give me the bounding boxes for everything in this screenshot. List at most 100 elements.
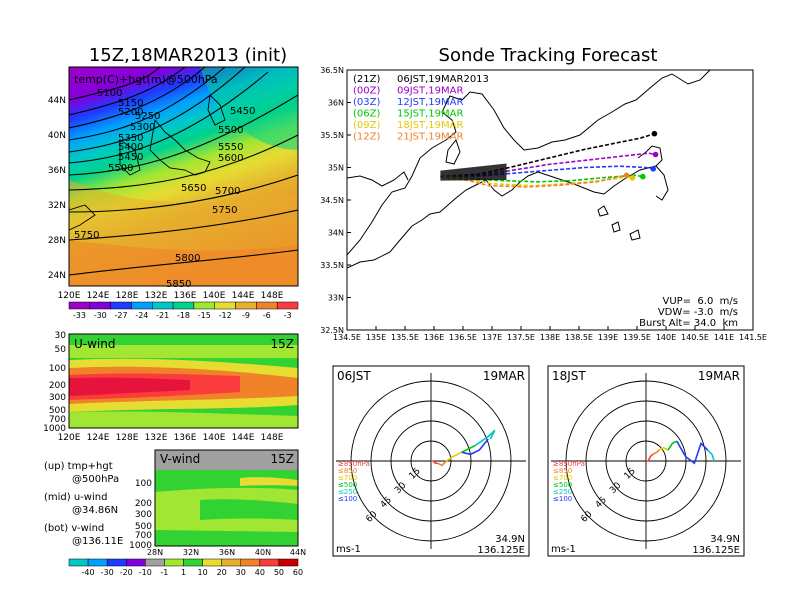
hodo-level-label: ≤250 bbox=[338, 488, 357, 496]
colorbar-label: 10 bbox=[197, 568, 207, 577]
y-tick-label: 33.5N bbox=[320, 261, 344, 270]
contour-label: 5450 bbox=[118, 152, 143, 163]
y-tick: 40N bbox=[48, 131, 66, 141]
hodo-trace bbox=[676, 440, 709, 465]
colorbar-label: -30 bbox=[94, 311, 107, 320]
legend-line: @136.11E bbox=[72, 536, 123, 547]
x-tick: 136E bbox=[174, 433, 197, 443]
colorbar-swatch bbox=[68, 558, 89, 567]
colorbar-swatch bbox=[110, 301, 132, 310]
legend-code: (09Z) bbox=[353, 120, 380, 131]
island-izu-2 bbox=[611, 221, 621, 233]
landing-point bbox=[650, 166, 657, 172]
x-tick: 124E bbox=[87, 433, 110, 443]
x-tick-label: 136.5E bbox=[449, 333, 477, 342]
x-tick-label: 141E bbox=[714, 333, 734, 342]
x-tick-label: 138E bbox=[540, 333, 560, 342]
hodo-level-label: ≤250 bbox=[553, 488, 572, 496]
y-tick: 300 bbox=[135, 510, 152, 520]
colorbar-swatch bbox=[259, 558, 280, 567]
uwind-time: 15Z bbox=[271, 337, 295, 351]
legend-time: 06JST,19MAR2013 bbox=[397, 74, 489, 85]
y-tick: 500 bbox=[49, 406, 66, 416]
x-tick: 40N bbox=[255, 548, 271, 557]
colorbar-label: -40 bbox=[82, 568, 95, 577]
hodo-trace bbox=[431, 460, 438, 465]
landing-point bbox=[652, 151, 659, 158]
y-tick: 1000 bbox=[43, 424, 66, 434]
y-tick-label: 35.5N bbox=[320, 131, 344, 140]
x-tick: 120E bbox=[58, 433, 81, 443]
y-tick: 28N bbox=[48, 236, 66, 246]
vwind-time: 15Z bbox=[271, 452, 295, 466]
colorbar-label: -33 bbox=[73, 311, 86, 320]
y-tick: 32N bbox=[48, 201, 66, 211]
colorbar-label: -21 bbox=[156, 311, 169, 320]
hodo-trace bbox=[707, 449, 715, 462]
x-tick: 140E bbox=[203, 433, 226, 443]
contour-label: 5200 bbox=[118, 107, 143, 118]
contour-label: 5150 bbox=[118, 98, 143, 109]
hodo-level-label: ≥850hPa bbox=[553, 460, 585, 468]
colorbar-swatch bbox=[221, 558, 242, 567]
left-legend: (up) tmp+hgt @500hPa (mid) u-wind @34.86… bbox=[44, 461, 123, 547]
param-vup: VUP= 6.0 m/s bbox=[662, 296, 738, 307]
hodo-trace bbox=[461, 444, 476, 453]
track-line bbox=[440, 175, 633, 187]
colorbar-swatch bbox=[214, 301, 236, 310]
y-tick: 700 bbox=[135, 531, 152, 541]
contour-label: 5100 bbox=[97, 88, 122, 99]
panel-vwind: V-wind 15Z 100 200 300 500 700 1000 28N … bbox=[129, 449, 306, 557]
colorbar-swatch bbox=[276, 301, 299, 310]
landing-point bbox=[629, 175, 636, 181]
y-tick-label: 32.5N bbox=[320, 326, 344, 335]
hodo-trace bbox=[445, 451, 463, 462]
contour-label: 5750 bbox=[74, 230, 99, 241]
colorbar-label: 20 bbox=[217, 568, 227, 577]
y-tick-label: 35N bbox=[328, 164, 344, 173]
colorbar-label: 50 bbox=[274, 568, 284, 577]
colorbar-label: 1 bbox=[181, 568, 186, 577]
hodo-lat: 34.9N bbox=[495, 534, 525, 545]
colorbar-swatch bbox=[106, 558, 127, 567]
legend-code: (03Z) bbox=[353, 97, 380, 108]
colorbar-swatch bbox=[235, 301, 257, 310]
x-tick-label: 140.5E bbox=[681, 333, 709, 342]
hodo-trace bbox=[474, 429, 496, 447]
x-tick: 128E bbox=[116, 291, 139, 301]
colorbar-label: -30 bbox=[101, 568, 114, 577]
colorbar-label: 40 bbox=[255, 568, 265, 577]
y-tick: 200 bbox=[135, 499, 152, 509]
left-title: 15Z,18MAR2013 (init) bbox=[89, 45, 287, 66]
hodo-trace bbox=[652, 449, 660, 456]
x-tick-label: 135E bbox=[366, 333, 386, 342]
x-tick: 144E bbox=[232, 433, 255, 443]
right-title: Sonde Tracking Forecast bbox=[439, 45, 658, 66]
colorbar-swatch bbox=[152, 301, 174, 310]
colorbar-swatch bbox=[89, 301, 111, 310]
contour-label: 5350 bbox=[118, 133, 143, 144]
colorbar-swatch bbox=[87, 558, 108, 567]
hodo-level-label: ≤700 bbox=[553, 474, 572, 482]
hodo-date: 19MAR bbox=[483, 369, 525, 383]
hodo-trace bbox=[658, 446, 669, 451]
colorbar-swatch bbox=[240, 558, 261, 567]
contour-label: 5800 bbox=[175, 253, 200, 264]
legend-time: 15JST,19MAR bbox=[397, 109, 464, 120]
y-tick: 1000 bbox=[129, 541, 152, 551]
y-tick: 300 bbox=[49, 393, 66, 403]
hodo-time: 06JST bbox=[337, 369, 371, 383]
y-tick: 30 bbox=[55, 331, 67, 341]
panel-500-label: temp(C)+hgt(m)@500hPa bbox=[74, 73, 218, 86]
tracking-map: 134.5E 135E 135.5E 136E 136.5E 137E 137.5E 138E… bbox=[320, 66, 767, 342]
uwind-label: U-wind bbox=[74, 337, 115, 351]
lake-biwa bbox=[445, 138, 461, 165]
hodo-level-label: ≤850 bbox=[338, 467, 357, 475]
x-tick-label: 137E bbox=[482, 333, 502, 342]
legend-code: (21Z) bbox=[353, 74, 380, 85]
contour-label: 5600 bbox=[218, 153, 243, 164]
contour-label: 5700 bbox=[215, 186, 240, 197]
colorbar-swatch bbox=[68, 301, 91, 310]
colorbar-label: -1 bbox=[160, 568, 168, 577]
colorbar-swatch bbox=[193, 301, 215, 310]
